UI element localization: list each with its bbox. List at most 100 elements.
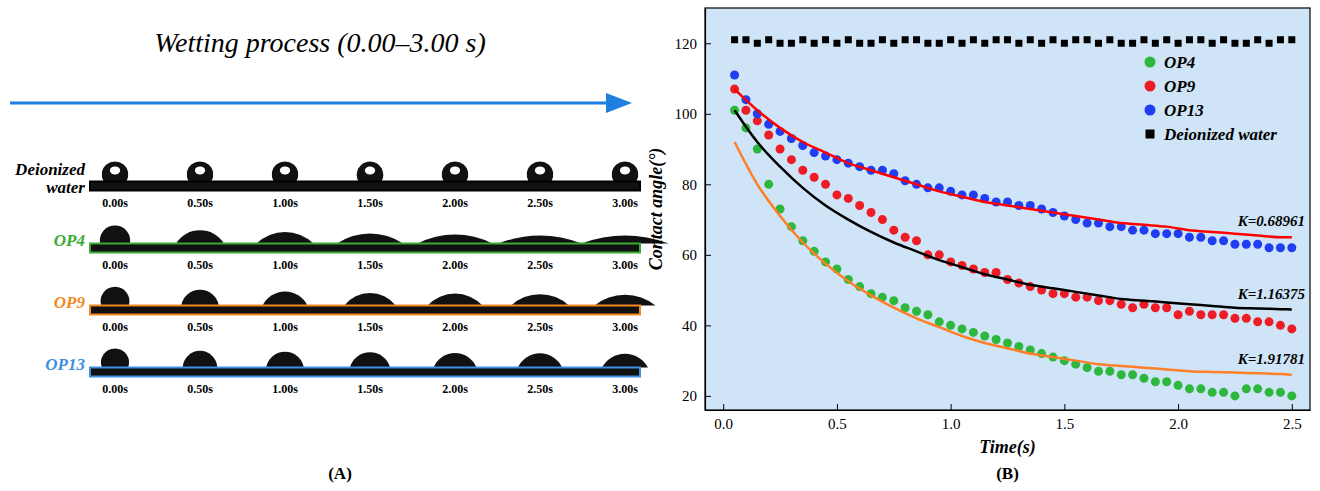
tick-mark <box>705 184 711 185</box>
fit-line <box>735 110 1292 309</box>
data-point <box>1152 40 1159 47</box>
tick-label: 1.0 <box>942 416 961 432</box>
time-label: 3.00s <box>612 196 638 210</box>
data-point <box>1117 370 1126 379</box>
data-point <box>764 180 773 189</box>
tick: 2.5 <box>1283 404 1302 432</box>
data-point <box>777 40 784 47</box>
tick: 2.0 <box>1169 404 1188 432</box>
tick-mark <box>723 404 724 410</box>
data-point <box>992 335 1001 344</box>
droplet <box>266 352 304 368</box>
data-point <box>1276 321 1285 330</box>
data-point <box>1139 226 1148 235</box>
droplet <box>272 161 299 181</box>
data-point <box>993 36 1000 43</box>
droplet <box>442 161 469 181</box>
droplet <box>101 348 129 367</box>
droplet <box>257 232 314 243</box>
data-point <box>754 40 761 47</box>
legend-marker <box>1145 81 1156 92</box>
droplet <box>511 294 569 305</box>
data-point <box>1242 314 1251 323</box>
fit-label: K=1.91781 <box>1237 351 1305 367</box>
panel-label: (B) <box>996 464 1019 483</box>
data-point <box>1106 36 1113 43</box>
droplet-highlight <box>365 166 375 174</box>
time-label: 2.50s <box>527 320 553 334</box>
data-point <box>947 36 954 43</box>
droplet <box>100 225 130 243</box>
sample-row: 0.00s0.50s1.00s1.50s2.00s2.50s3.00sOP13 <box>45 348 648 396</box>
data-point <box>1128 303 1137 312</box>
data-point <box>1128 370 1137 379</box>
data-point <box>833 40 840 47</box>
tick: 20 <box>682 388 711 404</box>
time-label: 0.50s <box>187 382 213 396</box>
tick-mark <box>705 325 711 326</box>
data-point <box>889 226 898 235</box>
data-point <box>1287 324 1296 333</box>
data-point <box>923 310 932 319</box>
data-point <box>1095 40 1102 47</box>
data-point <box>1105 367 1114 376</box>
data-point <box>1219 236 1228 245</box>
panel-a: Wetting process (0.00–3.00 s)0.00s0.50s1… <box>10 27 669 483</box>
data-point <box>1129 40 1136 47</box>
tick-label: 80 <box>682 177 697 193</box>
arrow-shaft <box>10 102 610 105</box>
sample-row: 0.00s0.50s1.00s1.50s2.00s2.50s3.00sDeion… <box>14 160 640 210</box>
time-label: 1.00s <box>272 382 298 396</box>
substrate <box>90 368 640 377</box>
time-label: 2.00s <box>442 320 468 334</box>
data-point <box>902 36 909 43</box>
data-point <box>1117 300 1126 309</box>
legend-label: OP13 <box>1164 101 1204 120</box>
plot-frame <box>705 8 1310 410</box>
data-point <box>845 36 852 43</box>
time-label: 0.50s <box>187 320 213 334</box>
data-point <box>1174 381 1183 390</box>
tick-label: 0.0 <box>714 416 733 432</box>
data-point <box>1061 40 1068 47</box>
substrate <box>90 182 640 191</box>
data-point <box>912 307 921 316</box>
tick: 0.5 <box>828 404 847 432</box>
data-point <box>1094 296 1103 305</box>
figure-svg: Wetting process (0.00–3.00 s)0.00s0.50s1… <box>0 0 1320 491</box>
data-point <box>1208 310 1217 319</box>
data-point <box>1243 40 1250 47</box>
droplet <box>434 353 477 367</box>
data-point <box>1220 36 1227 43</box>
data-point <box>1162 303 1171 312</box>
data-point <box>798 166 807 175</box>
droplet-highlight <box>450 166 460 174</box>
tick-mark <box>705 114 711 115</box>
time-label: 1.50s <box>357 258 383 272</box>
tick-label: 60 <box>682 247 697 263</box>
data-point <box>1197 36 1204 43</box>
data-point <box>1185 384 1194 393</box>
data-point <box>1174 229 1183 238</box>
tick-label: 20 <box>682 388 697 404</box>
x-axis: 0.00.51.01.52.02.5 <box>706 404 1311 432</box>
data-point <box>1242 240 1251 249</box>
tick-mark <box>951 404 952 410</box>
row-label: Deionizedwater <box>14 160 85 197</box>
time-label: 1.00s <box>272 258 298 272</box>
data-point <box>1162 229 1171 238</box>
data-point <box>730 71 739 80</box>
data-point <box>799 36 806 43</box>
data-point <box>924 40 931 47</box>
droplet <box>357 161 384 181</box>
droplet <box>101 287 130 306</box>
data-point <box>1265 243 1274 252</box>
tick-label: 2.0 <box>1169 416 1188 432</box>
data-point <box>1242 384 1251 393</box>
data-point <box>1230 391 1239 400</box>
data-point <box>980 331 989 340</box>
data-point <box>741 106 750 115</box>
droplet <box>344 293 395 306</box>
data-point <box>855 201 864 210</box>
droplet <box>183 351 218 368</box>
